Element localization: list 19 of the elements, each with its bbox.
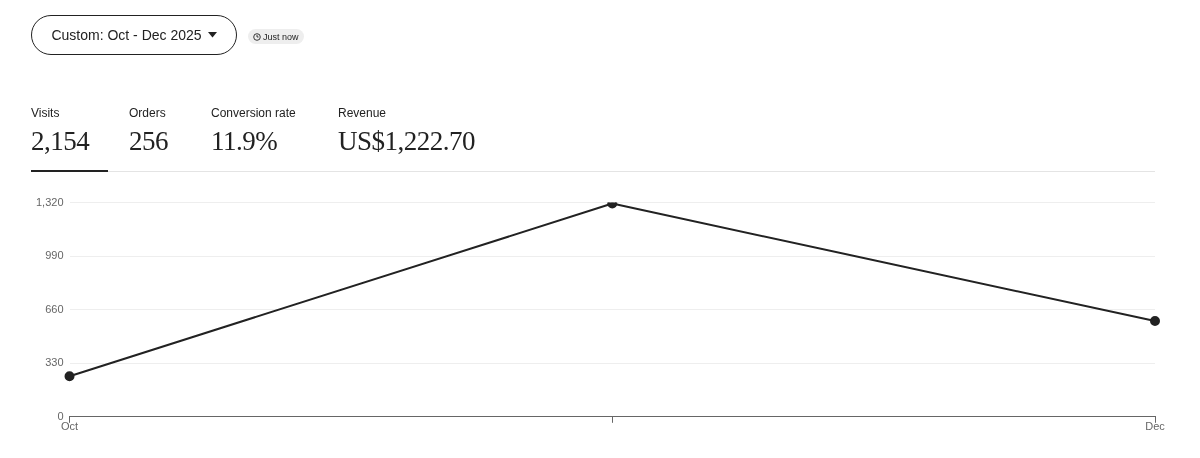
- text: Custom: Oct - Dec 2025: [51, 27, 202, 43]
- point: [1150, 316, 1160, 327]
- y-tick-label: 0: [57, 409, 64, 422]
- y-tick-label: 1,320: [36, 195, 64, 208]
- text: Orders: [129, 106, 167, 120]
- text: 2,154: [31, 126, 90, 157]
- y-tick-label: 330: [45, 356, 64, 369]
- text: 11.9%: [211, 126, 279, 157]
- text: US$1,222.70: [338, 126, 476, 157]
- text: Just now: [263, 31, 299, 42]
- point: [64, 371, 75, 382]
- text: Visits: [31, 106, 61, 120]
- x-tick-label: Dec: [1145, 420, 1166, 433]
- text: 256: [129, 126, 168, 157]
- text: Conversion rate: [211, 106, 296, 120]
- x-tick-label: Oct: [60, 420, 79, 433]
- y-tick-label: 990: [45, 249, 64, 262]
- text: Revenue: [338, 106, 388, 120]
- y-tick-label: 660: [45, 302, 64, 315]
